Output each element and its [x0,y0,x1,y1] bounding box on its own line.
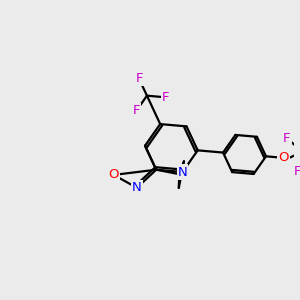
Text: F: F [162,91,169,104]
Text: F: F [283,131,291,145]
Text: F: F [294,165,300,178]
Text: F: F [135,72,143,85]
Text: O: O [109,168,119,182]
Text: N: N [132,181,142,194]
Text: O: O [278,152,289,164]
Text: N: N [178,166,188,178]
Text: F: F [133,104,140,117]
